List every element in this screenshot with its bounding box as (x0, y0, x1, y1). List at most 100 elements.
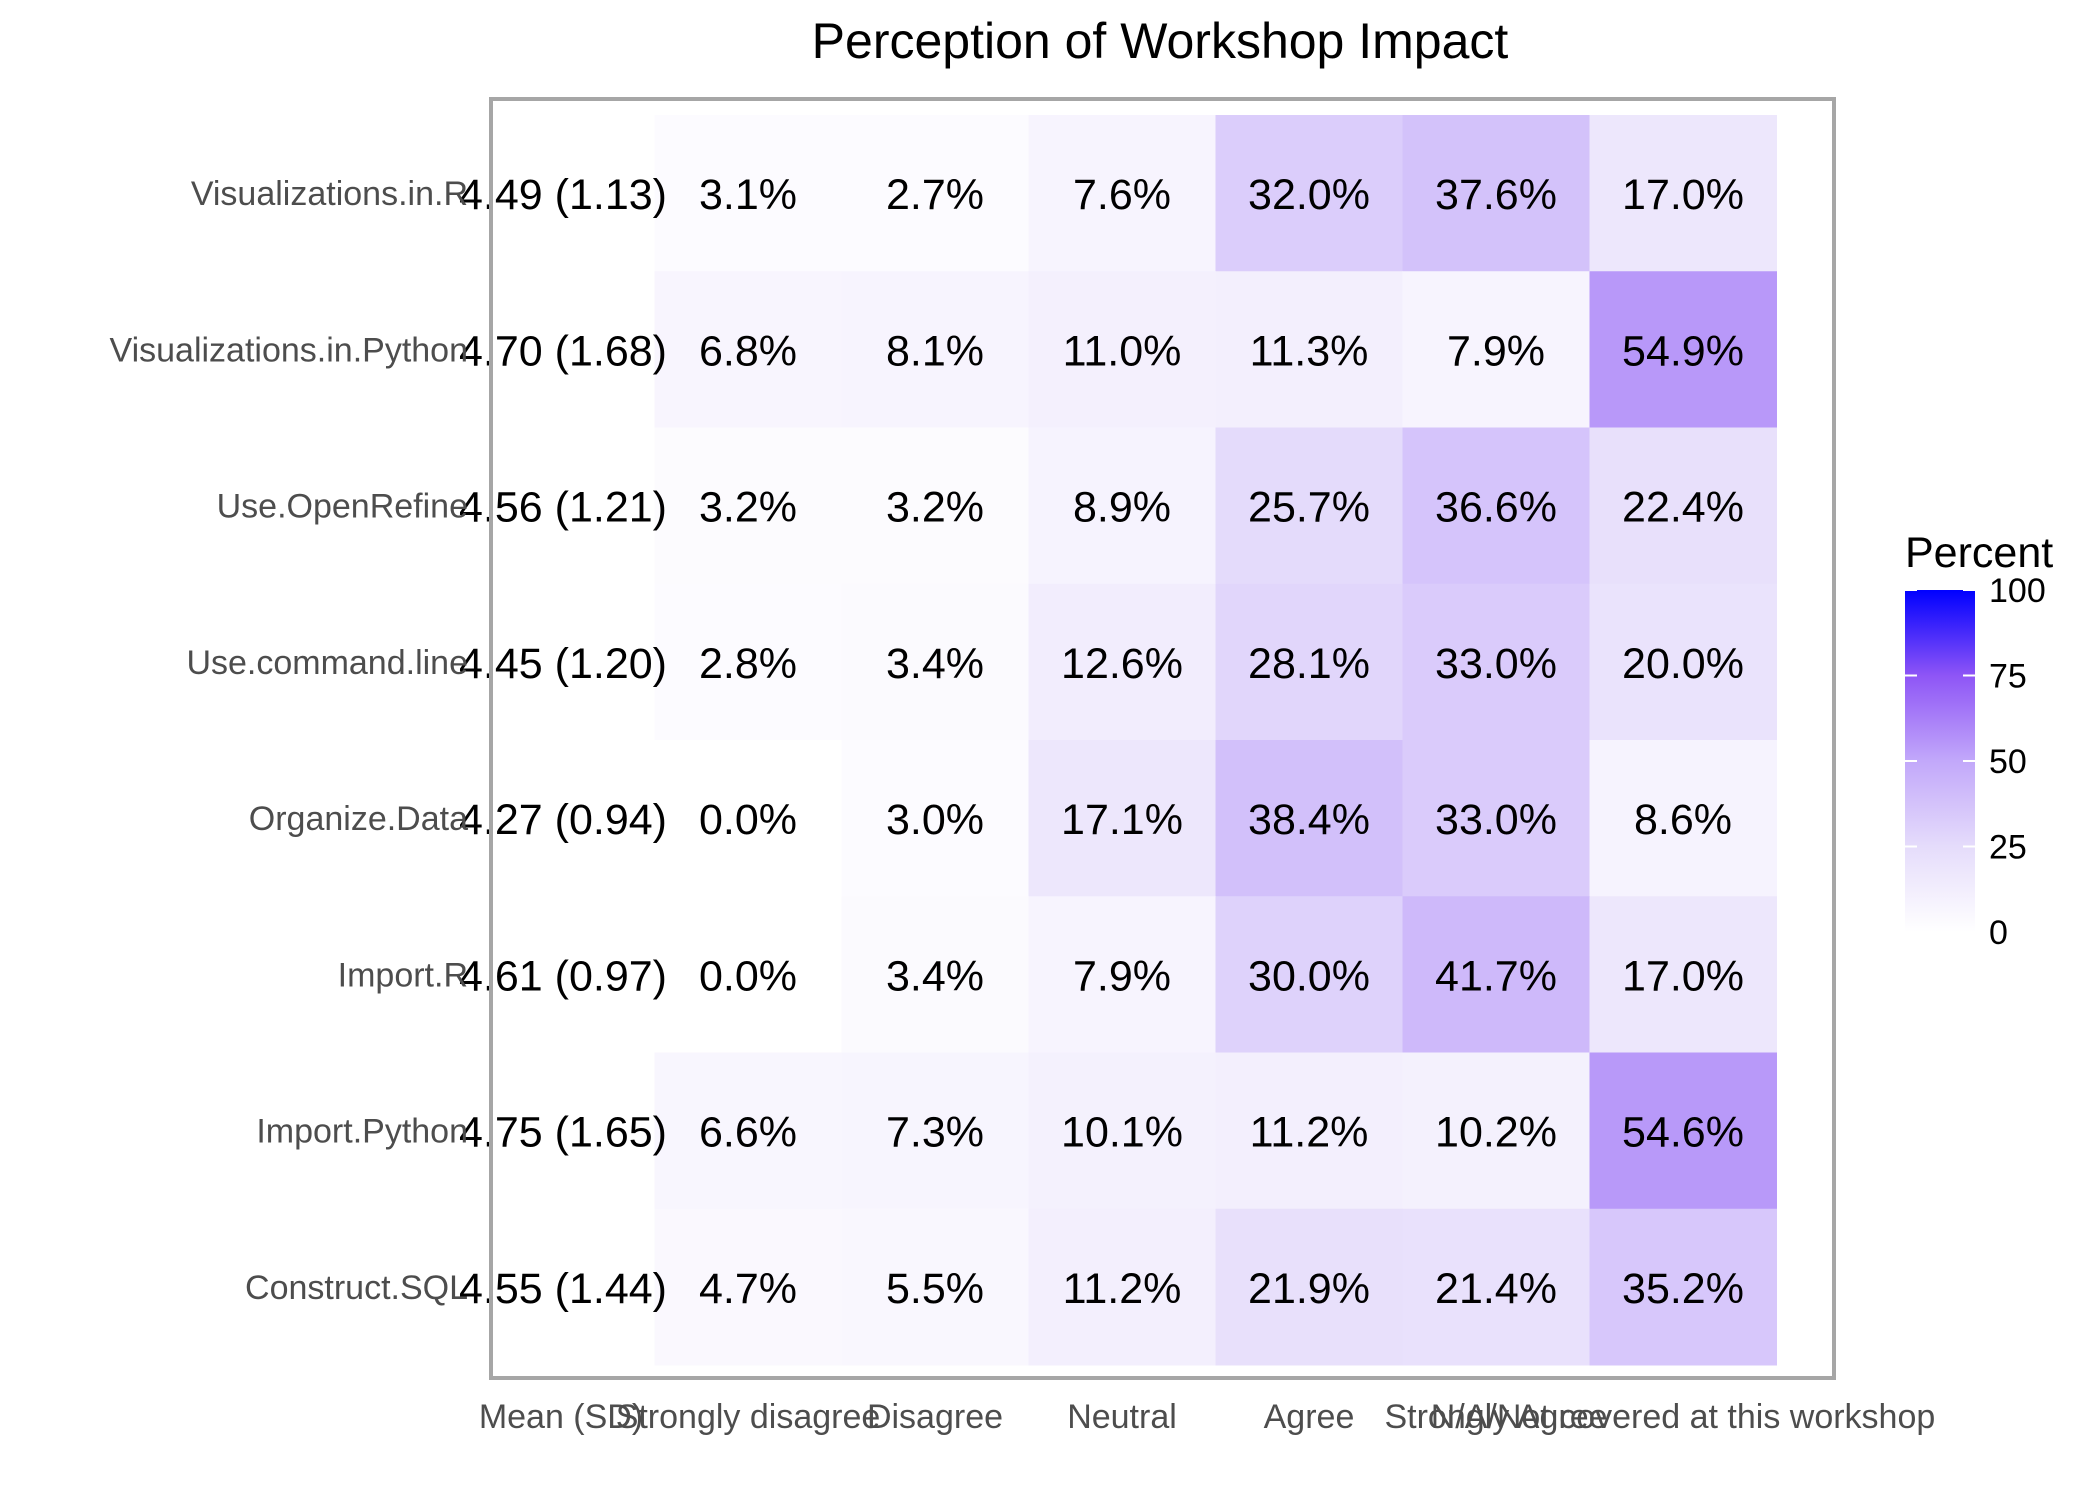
cell-value-label: 10.2% (1435, 1109, 1557, 1157)
heatmap-cell (1402, 1052, 1590, 1210)
heatmap-cell (1589, 427, 1777, 585)
heatmap-cell-labels: 4.49 (1.13) 3.1% 2.7% 7.6% 32.0% 37.6% 17.0% 4.… (459, 171, 1744, 1313)
heatmap-cell (1028, 896, 1216, 1053)
heatmap-cell (654, 115, 842, 272)
cell-value-label: 11.2% (1250, 1109, 1369, 1157)
x-axis-tick-label: Neutral (1067, 1398, 1177, 1436)
y-axis-tick-label: Organize.Data (249, 800, 468, 838)
y-axis-tick-label: Import.Python (256, 1113, 468, 1151)
cell-value-label: 2.7% (886, 171, 984, 219)
cell-value-label: 7.3% (886, 1109, 984, 1157)
mean-sd-label: 4.45 (1.20) (459, 640, 667, 688)
heatmap-cell (1589, 1208, 1777, 1366)
cell-value-label: 10.1% (1061, 1109, 1183, 1157)
cell-value-label: 54.6% (1622, 1109, 1744, 1157)
heatmap-cell (1215, 1208, 1403, 1366)
legend-tick-label: 75 (1989, 658, 2027, 696)
cell-value-label: 28.1% (1248, 640, 1370, 688)
heatmap-cell (1402, 115, 1590, 272)
chart-title: Perception of Workshop Impact (812, 13, 1509, 69)
x-axis-tick-label: N/A/Not covered at this workshop (1431, 1398, 1936, 1436)
heatmap-cell (841, 271, 1029, 428)
y-axis-tick-label: Visualizations.in.Python (110, 331, 468, 369)
x-axis-tick-label: Agree (1264, 1398, 1355, 1436)
heatmap-cell (1215, 115, 1403, 272)
heatmap-cell (1215, 896, 1403, 1053)
cell-value-label: 8.9% (1073, 484, 1171, 532)
legend-tick-label: 100 (1989, 572, 2046, 610)
cell-value-label: 33.0% (1435, 640, 1557, 688)
heatmap-cell (654, 1052, 842, 1210)
legend-tick-label: 0 (1989, 914, 2008, 952)
y-axis-tick-label: Visualizations.in.R (191, 175, 468, 213)
heatmap-cell (1215, 427, 1403, 585)
cell-value-label: 8.6% (1634, 796, 1732, 844)
cell-value-label: 7.9% (1447, 327, 1545, 375)
cell-value-label: 6.6% (699, 1109, 797, 1157)
x-axis-tick-label: Strongly Agree (1384, 1398, 1607, 1436)
mean-sd-label: 4.27 (0.94) (459, 796, 667, 844)
cell-value-label: 20.0% (1622, 640, 1744, 688)
cell-value-label: 3.2% (699, 484, 797, 532)
heatmap-cell (1028, 1208, 1216, 1366)
heatmap-cell (841, 1052, 1029, 1210)
heatmap-cell (841, 583, 1029, 741)
cell-value-label: 22.4% (1622, 484, 1744, 532)
legend-tick-label: 25 (1989, 829, 2027, 867)
cell-value-label: 35.2% (1622, 1265, 1744, 1313)
heatmap-cell (1589, 583, 1777, 741)
x-axis-tick-label: Disagree (867, 1398, 1003, 1436)
heatmap-cell (654, 583, 842, 741)
cell-value-label: 17.0% (1622, 171, 1744, 219)
cell-value-label: 8.1% (886, 327, 984, 375)
cell-value-label: 0.0% (699, 796, 797, 844)
heatmap-cell (841, 115, 1029, 272)
cell-value-label: 4.7% (699, 1265, 797, 1313)
cell-value-label: 3.2% (886, 484, 984, 532)
heatmap-cell (1589, 896, 1777, 1053)
heatmap-cell (654, 896, 842, 1053)
heatmap-cell (654, 1208, 842, 1366)
y-axis-tick-labels: Visualizations.in.R Visualizations.in.Pyt… (110, 175, 469, 1307)
heatmap-cell (1028, 740, 1216, 897)
cell-value-label: 17.0% (1622, 952, 1744, 1000)
heatmap-cell (1028, 271, 1216, 428)
heatmap-cell (1402, 427, 1590, 585)
cell-value-label: 3.4% (886, 952, 984, 1000)
cell-value-label: 36.6% (1435, 484, 1557, 532)
cell-value-label: 7.6% (1073, 171, 1171, 219)
heatmap-cell (1028, 583, 1216, 741)
heatmap-cell (1028, 1052, 1216, 1210)
mean-sd-label: 4.61 (0.97) (459, 952, 667, 1000)
color-legend: Percent 0 25 50 75 100 (1905, 529, 2053, 952)
y-axis-tick-label: Import.R (338, 956, 468, 994)
cell-value-label: 12.6% (1061, 640, 1183, 688)
heatmap-cell (1215, 271, 1403, 428)
heatmap-cell (1215, 740, 1403, 897)
cell-value-label: 54.9% (1622, 327, 1744, 375)
cell-value-label: 41.7% (1435, 952, 1557, 1000)
heatmap-cell (841, 740, 1029, 897)
heatmap-cell (1215, 583, 1403, 741)
cell-value-label: 3.1% (699, 171, 797, 219)
mean-sd-label: 4.49 (1.13) (459, 171, 667, 219)
cell-value-label: 2.8% (699, 640, 797, 688)
x-axis-tick-label: Mean (SD) (479, 1398, 643, 1436)
heatmap-cell (654, 271, 842, 428)
heatmap-cell (1402, 583, 1590, 741)
cell-value-label: 32.0% (1248, 171, 1370, 219)
cell-value-label: 25.7% (1248, 484, 1370, 532)
heatmap-cell (1215, 1052, 1403, 1210)
mean-sd-label: 4.56 (1.21) (459, 484, 667, 532)
heatmap-cell (654, 740, 842, 897)
legend-title: Percent (1905, 529, 2053, 577)
mean-sd-label: 4.75 (1.65) (459, 1109, 667, 1157)
cell-value-label: 0.0% (699, 952, 797, 1000)
heatmap-cell (1589, 115, 1777, 272)
cell-value-label: 7.9% (1073, 952, 1171, 1000)
cell-value-label: 3.4% (886, 640, 984, 688)
cell-value-label: 6.8% (699, 327, 797, 375)
heatmap-cell (1402, 740, 1590, 897)
heatmap-cell (1402, 1208, 1590, 1366)
